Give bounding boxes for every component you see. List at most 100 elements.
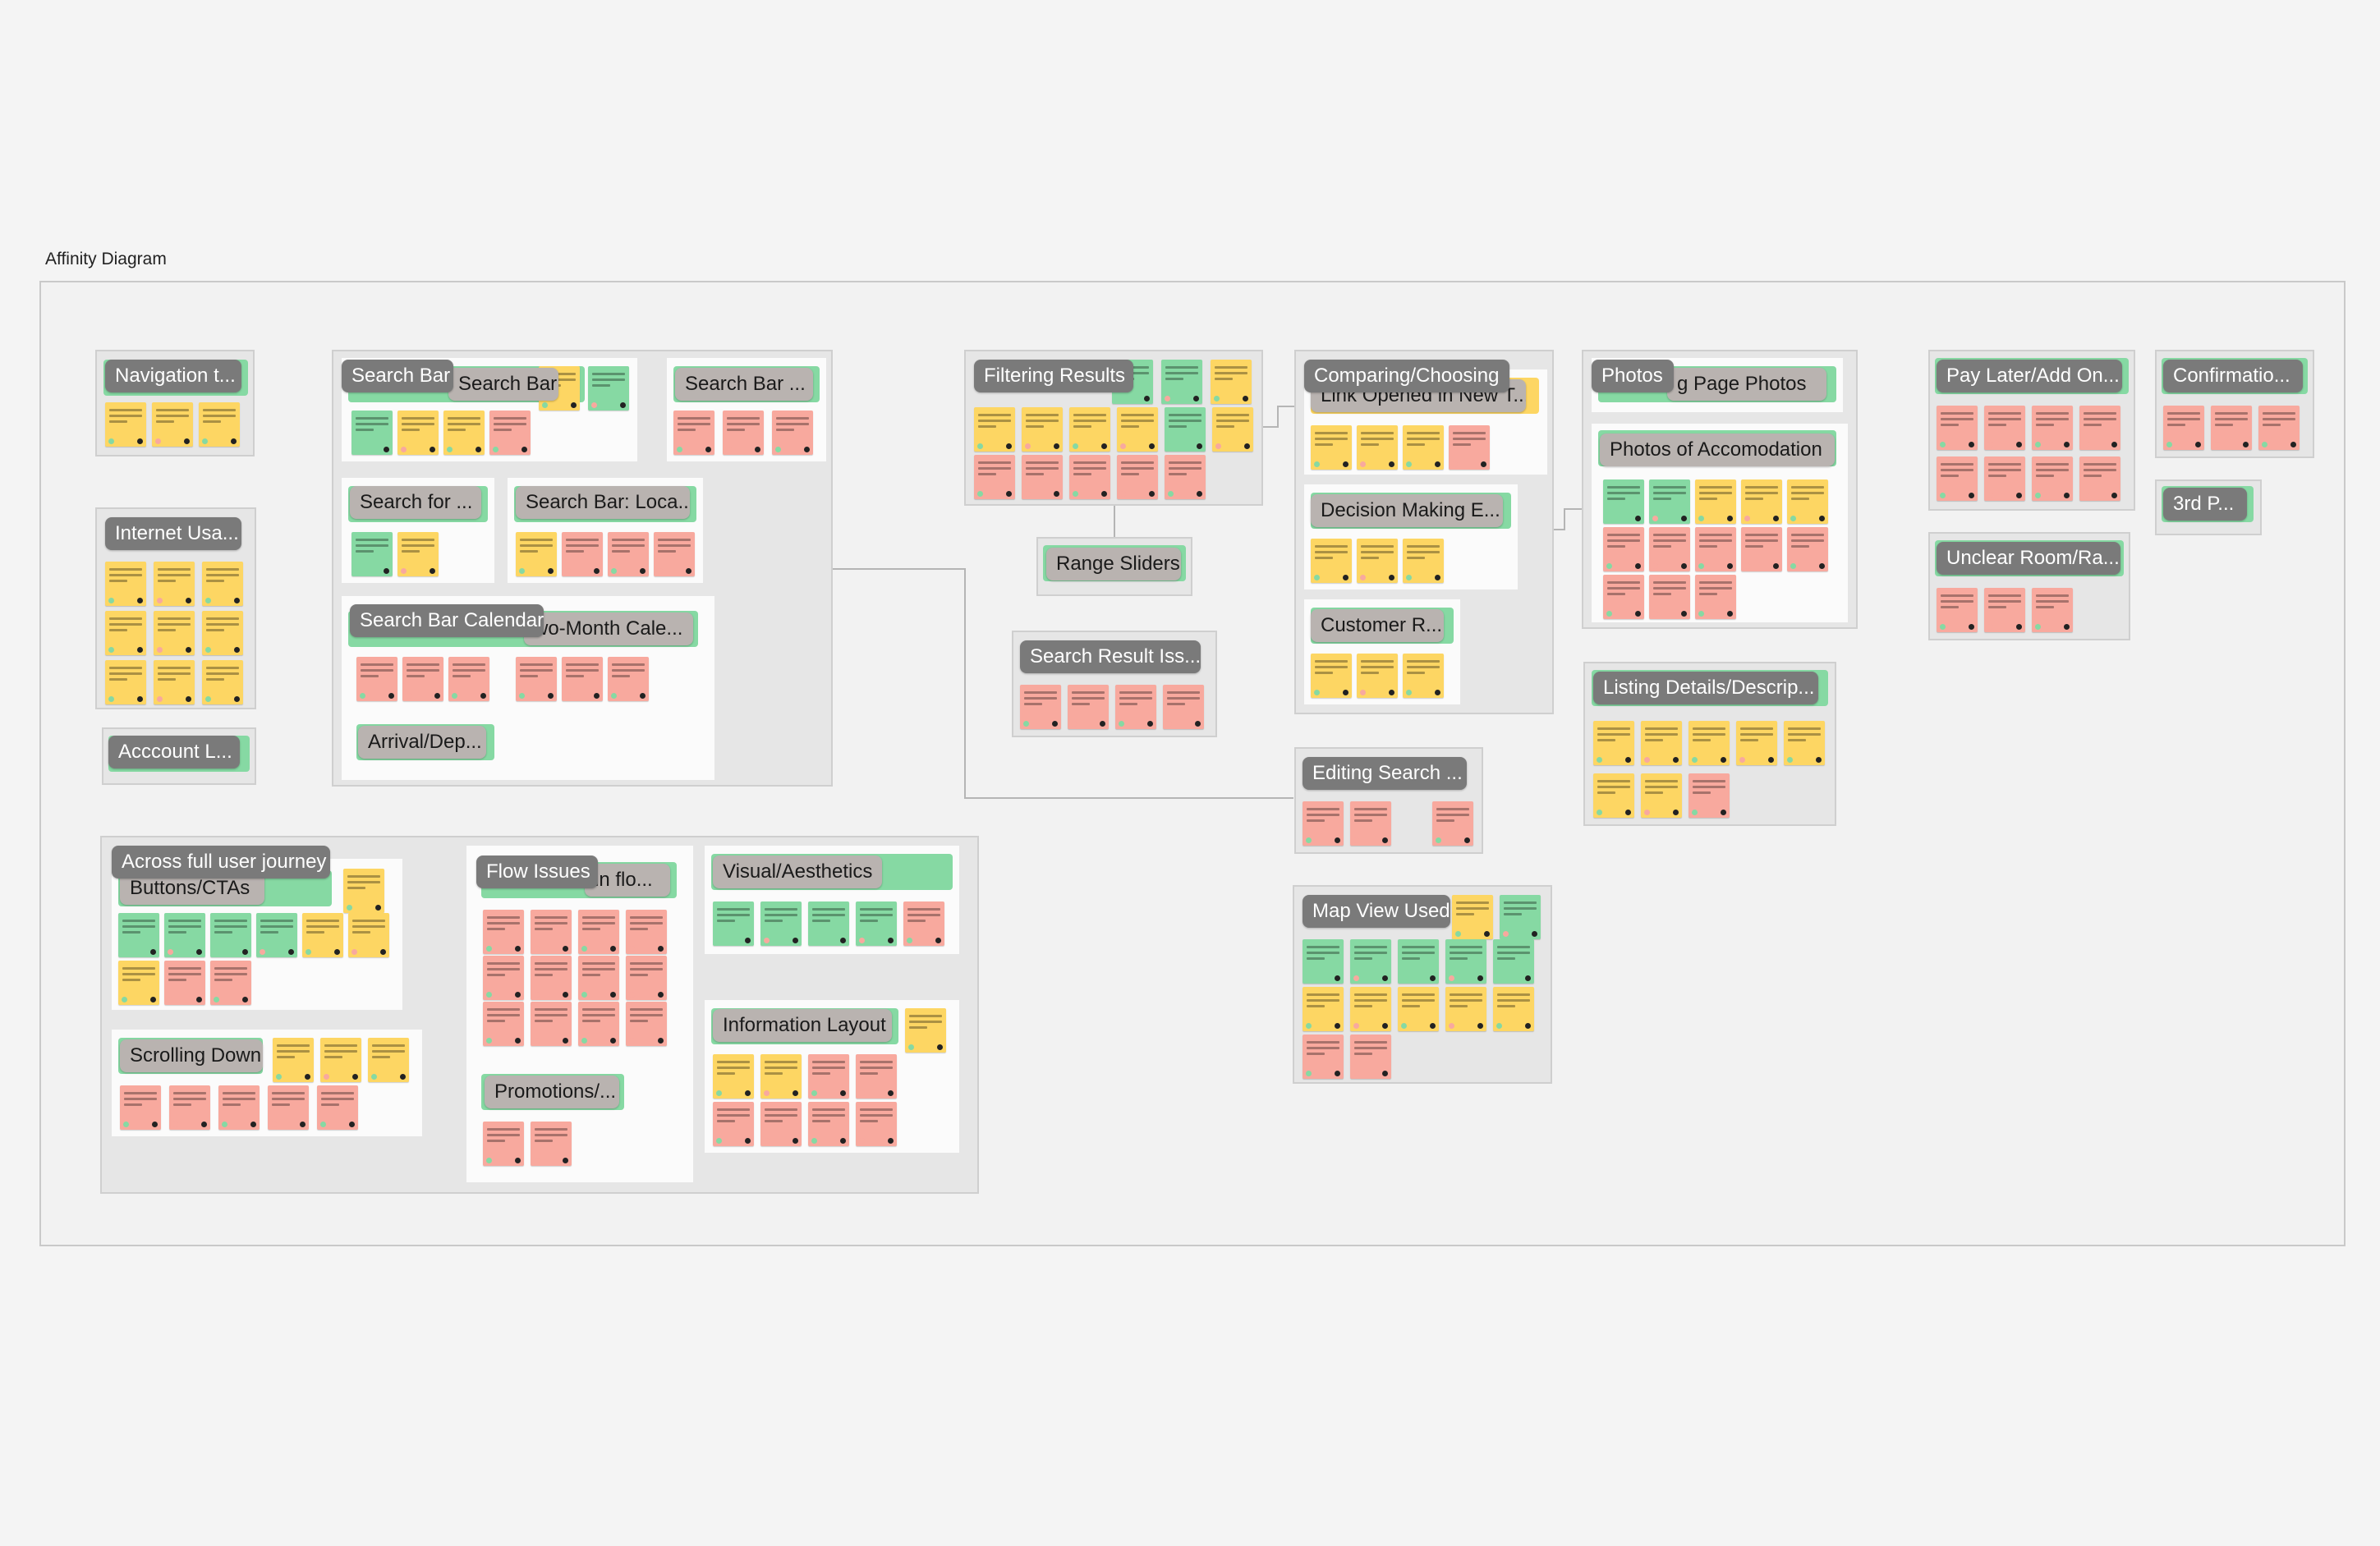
sticky-note[interactable] [578,910,619,954]
sticky-note[interactable] [974,407,1015,452]
sticky-note[interactable] [626,910,667,954]
sticky-note[interactable] [760,1102,802,1146]
sticky-note[interactable] [626,956,667,1000]
label-pay-later[interactable]: Pay Later/Add On... [1937,360,2122,392]
label-visual-aesthetics[interactable]: Visual/Aesthetics [713,856,882,888]
sticky-note[interactable] [578,956,619,1000]
sticky-note[interactable] [1161,360,1202,404]
sticky-note[interactable] [2163,406,2204,450]
sticky-note[interactable] [1303,939,1344,984]
label-search-bar-group[interactable]: Search Bar [342,360,453,392]
sticky-note[interactable] [1117,455,1158,499]
label-map-view-used[interactable]: Map View Used [1303,895,1450,928]
sticky-note[interactable] [489,411,531,455]
sticky-note[interactable] [1398,987,1439,1031]
sticky-note[interactable] [1493,987,1534,1031]
sticky-note[interactable] [588,366,629,411]
sticky-note[interactable] [202,660,243,704]
sticky-note[interactable] [856,901,897,946]
sticky-note[interactable] [2079,456,2120,501]
sticky-note[interactable] [1211,360,1252,404]
label-information-layout[interactable]: Information Layout [713,1009,892,1042]
sticky-note[interactable] [903,901,944,946]
sticky-note[interactable] [1937,456,1978,501]
sticky-note[interactable] [1212,407,1253,452]
sticky-note[interactable] [1022,407,1063,452]
sticky-note[interactable] [1695,479,1736,524]
sticky-note[interactable] [1937,588,1978,632]
sticky-note[interactable] [348,913,389,957]
sticky-note[interactable] [317,1085,358,1130]
sticky-note[interactable] [256,913,297,957]
sticky-note[interactable] [356,657,397,701]
sticky-note[interactable] [1593,773,1634,818]
sticky-note[interactable] [105,660,146,704]
sticky-note[interactable] [578,1002,619,1046]
sticky-note[interactable] [1311,539,1352,583]
sticky-note[interactable] [1165,455,1206,499]
sticky-note[interactable] [1020,685,1061,729]
sticky-note[interactable] [1695,575,1736,619]
sticky-note[interactable] [608,657,649,701]
sticky-note[interactable] [1350,987,1391,1031]
sticky-note[interactable] [1398,939,1439,984]
sticky-note[interactable] [654,532,695,576]
sticky-note[interactable] [1350,939,1391,984]
sticky-note[interactable] [808,1054,849,1099]
sticky-note[interactable] [531,910,572,954]
label-arrival-departure[interactable]: Arrival/Dep... [358,726,486,759]
sticky-note[interactable] [1784,721,1825,765]
sticky-note[interactable] [1432,801,1473,846]
sticky-note[interactable] [1303,801,1344,846]
sticky-note[interactable] [2032,456,2073,501]
sticky-note[interactable] [169,1085,210,1130]
sticky-note[interactable] [1984,456,2025,501]
sticky-note[interactable] [772,411,813,455]
label-unclear-room[interactable]: Unclear Room/Ra... [1937,542,2120,575]
sticky-note[interactable] [1117,407,1158,452]
sticky-note[interactable] [1937,406,1978,450]
label-search-bar-right[interactable]: Search Bar ... [675,368,813,401]
sticky-note[interactable] [1603,527,1644,571]
sticky-note[interactable] [1741,527,1782,571]
sticky-note[interactable] [626,1002,667,1046]
sticky-note[interactable] [760,901,802,946]
sticky-note[interactable] [1357,425,1398,470]
label-listing-details[interactable]: Listing Details/Descrip... [1593,672,1818,704]
label-photos[interactable]: Photos [1592,360,1674,392]
sticky-note[interactable] [368,1038,409,1082]
sticky-note[interactable] [1303,987,1344,1031]
sticky-note[interactable] [448,657,489,701]
sticky-note[interactable] [516,532,557,576]
sticky-note[interactable] [154,660,195,704]
sticky-note[interactable] [1445,987,1486,1031]
sticky-note[interactable] [483,1122,524,1166]
sticky-note[interactable] [1500,895,1541,939]
sticky-note[interactable] [1403,654,1444,698]
sticky-note[interactable] [531,956,572,1000]
label-in-flow[interactable]: in flo... [585,864,670,897]
sticky-note[interactable] [1303,1034,1344,1079]
label-search-for[interactable]: Search for ... [350,486,481,519]
sticky-note[interactable] [723,411,764,455]
sticky-note[interactable] [1493,939,1534,984]
label-search-result-issues[interactable]: Search Result Iss... [1020,640,1201,673]
sticky-note[interactable] [105,562,146,606]
sticky-note[interactable] [1787,479,1828,524]
label-internet-usage[interactable]: Internet Usa... [105,517,241,550]
sticky-note[interactable] [1403,539,1444,583]
label-account[interactable]: Acccount L... [108,736,240,768]
label-third-party[interactable]: 3rd P... [2163,488,2247,521]
sticky-note[interactable] [105,611,146,655]
sticky-note[interactable] [2032,406,2073,450]
label-listing-page-photos[interactable]: g Page Photos [1667,368,1826,401]
label-search-bar-location[interactable]: Search Bar: Loca... [516,486,690,519]
sticky-note[interactable] [443,411,485,455]
sticky-note[interactable] [210,913,251,957]
sticky-note[interactable] [1311,425,1352,470]
sticky-note[interactable] [1984,588,2025,632]
sticky-note[interactable] [351,532,393,576]
sticky-note[interactable] [1165,407,1206,452]
sticky-note[interactable] [397,532,439,576]
sticky-note[interactable] [199,402,240,447]
